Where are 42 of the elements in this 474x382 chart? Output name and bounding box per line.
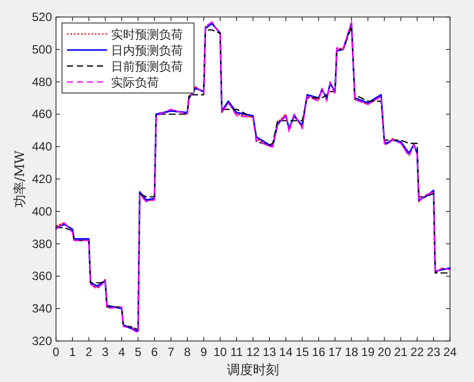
x-tick-label: 15 — [296, 345, 310, 359]
x-tick-label: 13 — [262, 345, 276, 359]
x-tick-label: 10 — [213, 345, 228, 359]
y-tick-label: 360 — [32, 269, 52, 284]
x-tick-label: 21 — [394, 345, 408, 359]
x-tick-label: 7 — [168, 345, 175, 359]
x-tick-label: 6 — [151, 345, 158, 359]
x-tick-label: 4 — [118, 345, 126, 359]
x-tick-label: 5 — [134, 345, 142, 359]
legend-label: 实际负荷 — [111, 76, 159, 90]
y-tick-label: 320 — [32, 334, 52, 348]
x-tick-label: 24 — [443, 345, 457, 359]
x-tick-label: 2 — [85, 345, 92, 359]
x-axis-title: 调度时刻 — [227, 362, 279, 378]
x-tick-label: 22 — [410, 345, 424, 359]
x-tick-label: 16 — [312, 345, 326, 359]
y-tick-label: 520 — [32, 10, 52, 24]
y-tick-label: 440 — [32, 140, 52, 154]
y-axis-title: 功率/MW — [12, 150, 28, 208]
x-tick-label: 0 — [52, 345, 60, 359]
legend-label: 日前预测负荷 — [111, 60, 183, 74]
y-tick-label: 500 — [32, 42, 52, 56]
x-tick-label: 20 — [378, 345, 392, 359]
y-tick-label: 480 — [32, 74, 52, 89]
y-tick-label: 400 — [32, 204, 52, 218]
x-tick-label: 18 — [344, 345, 358, 359]
x-tick-label: 11 — [230, 345, 244, 359]
x-tick-label: 23 — [426, 345, 441, 359]
x-tick-label: 1 — [69, 345, 76, 359]
y-tick-label: 380 — [32, 236, 52, 251]
y-tick-label: 340 — [32, 302, 52, 316]
x-tick-label: 3 — [102, 345, 109, 359]
x-tick-label: 19 — [361, 345, 375, 359]
x-tick-label: 17 — [328, 345, 342, 359]
x-tick-label: 14 — [279, 345, 293, 359]
x-tick-label: 8 — [184, 345, 191, 359]
x-tick-label: 12 — [246, 345, 260, 359]
x-tick-label: 9 — [200, 345, 208, 359]
legend-label: 日内预测负荷 — [111, 44, 183, 58]
y-tick-label: 420 — [32, 172, 52, 186]
legend-label: 实时预测负荷 — [111, 28, 183, 42]
y-tick-label: 460 — [32, 107, 52, 122]
